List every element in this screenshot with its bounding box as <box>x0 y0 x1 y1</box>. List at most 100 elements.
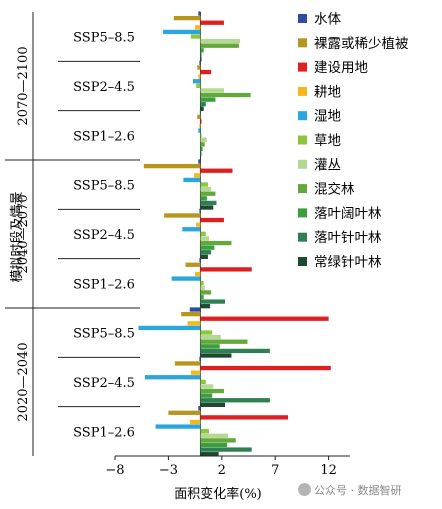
bar <box>200 299 226 304</box>
bar <box>200 452 219 457</box>
bar <box>200 52 202 58</box>
scenario-label: SSP1–2.6 <box>73 277 135 292</box>
bar <box>189 307 201 312</box>
wechat-icon <box>298 483 311 496</box>
bar <box>143 163 201 169</box>
x-tick-label: 12 <box>320 463 337 478</box>
bar <box>200 254 208 259</box>
bar <box>200 106 204 111</box>
legend-swatch <box>298 14 307 23</box>
bar <box>200 438 236 443</box>
watermark: 公众号 · 数据智研 <box>298 482 402 498</box>
bar <box>198 11 201 16</box>
bar <box>199 60 201 65</box>
bar <box>198 74 201 79</box>
legend-label: 落叶阔叶林 <box>314 206 382 222</box>
legend-label: 耕地 <box>314 83 341 100</box>
legend-label: 落叶针叶林 <box>314 230 382 246</box>
bar <box>200 186 212 192</box>
bar <box>168 410 201 415</box>
bar <box>198 406 201 411</box>
legend-label: 常绿针叶林 <box>314 255 382 271</box>
bar <box>190 34 201 39</box>
bar <box>200 137 207 142</box>
bar <box>200 330 213 335</box>
legend-swatch <box>298 86 307 96</box>
bar <box>200 353 232 358</box>
bar <box>200 200 217 206</box>
bar <box>200 205 214 210</box>
scenario-label: SSP5–8.5 <box>73 179 135 194</box>
bar <box>173 15 201 21</box>
bar <box>200 151 202 156</box>
bar <box>198 128 201 133</box>
bar <box>199 258 201 263</box>
scenario-label: SSP2–4.5 <box>73 376 135 391</box>
legend-swatch <box>298 184 307 194</box>
bar <box>195 271 201 277</box>
x-tick-label: 7 <box>271 463 279 478</box>
x-tick-label: −8 <box>105 463 124 478</box>
bar <box>200 398 270 403</box>
bar <box>199 208 201 213</box>
legend-label: 混交林 <box>314 181 355 198</box>
x-axis-label: 面积变化率(%) <box>174 486 262 502</box>
period-label: 2020—2040 <box>16 342 31 421</box>
period-label: 2070—2100 <box>16 46 31 125</box>
bar <box>194 173 201 178</box>
period-label: 2040—2070 <box>16 194 31 273</box>
bar <box>181 311 201 317</box>
bar <box>182 227 201 232</box>
legend-swatch <box>298 232 307 242</box>
bar <box>199 110 201 115</box>
bar <box>198 159 201 164</box>
bar <box>200 20 224 25</box>
bar <box>200 245 215 250</box>
bar <box>200 379 206 384</box>
bar <box>144 375 201 380</box>
bar <box>200 294 204 300</box>
legend-label: 水体 <box>314 12 341 28</box>
bar <box>163 29 201 35</box>
bar <box>199 356 201 361</box>
bar <box>192 79 201 84</box>
scenario-label: SSP2–4.5 <box>73 80 135 95</box>
bar <box>200 290 212 295</box>
bar <box>200 142 205 147</box>
bar <box>195 25 201 30</box>
bar <box>200 236 209 241</box>
legend-swatch <box>298 111 307 121</box>
bar <box>189 419 201 425</box>
bar <box>200 384 214 389</box>
bar <box>190 370 201 375</box>
axes: −8 −3 2 7 12 <box>105 455 350 478</box>
legend-swatch <box>298 159 307 169</box>
bar <box>200 393 213 398</box>
bar <box>200 267 252 272</box>
bar <box>187 321 201 326</box>
bar <box>200 217 224 223</box>
bar <box>200 334 221 340</box>
scenario-label: SSP1–2.6 <box>73 129 135 144</box>
bar <box>197 114 201 119</box>
bar <box>200 429 209 434</box>
bar <box>200 191 216 196</box>
bar <box>200 69 212 75</box>
bar <box>200 48 204 53</box>
bar <box>200 433 229 438</box>
y-axis-label: 模拟时段及情景 <box>10 191 25 282</box>
bar <box>200 182 208 187</box>
bar <box>200 281 204 286</box>
scenario-label: SSP5–8.5 <box>73 31 135 46</box>
bar <box>200 57 202 62</box>
legend-label: 灌丛 <box>314 157 341 173</box>
bars <box>138 11 331 457</box>
bar <box>200 43 239 48</box>
bar <box>200 316 329 321</box>
bar <box>200 304 211 309</box>
legend-label: 建设用地 <box>314 60 368 76</box>
category-labels: 2070—2100 SSP5–8.5 SSP2–4.5 SSP1–2.6 2040—20… <box>5 12 140 456</box>
bar <box>200 97 216 102</box>
